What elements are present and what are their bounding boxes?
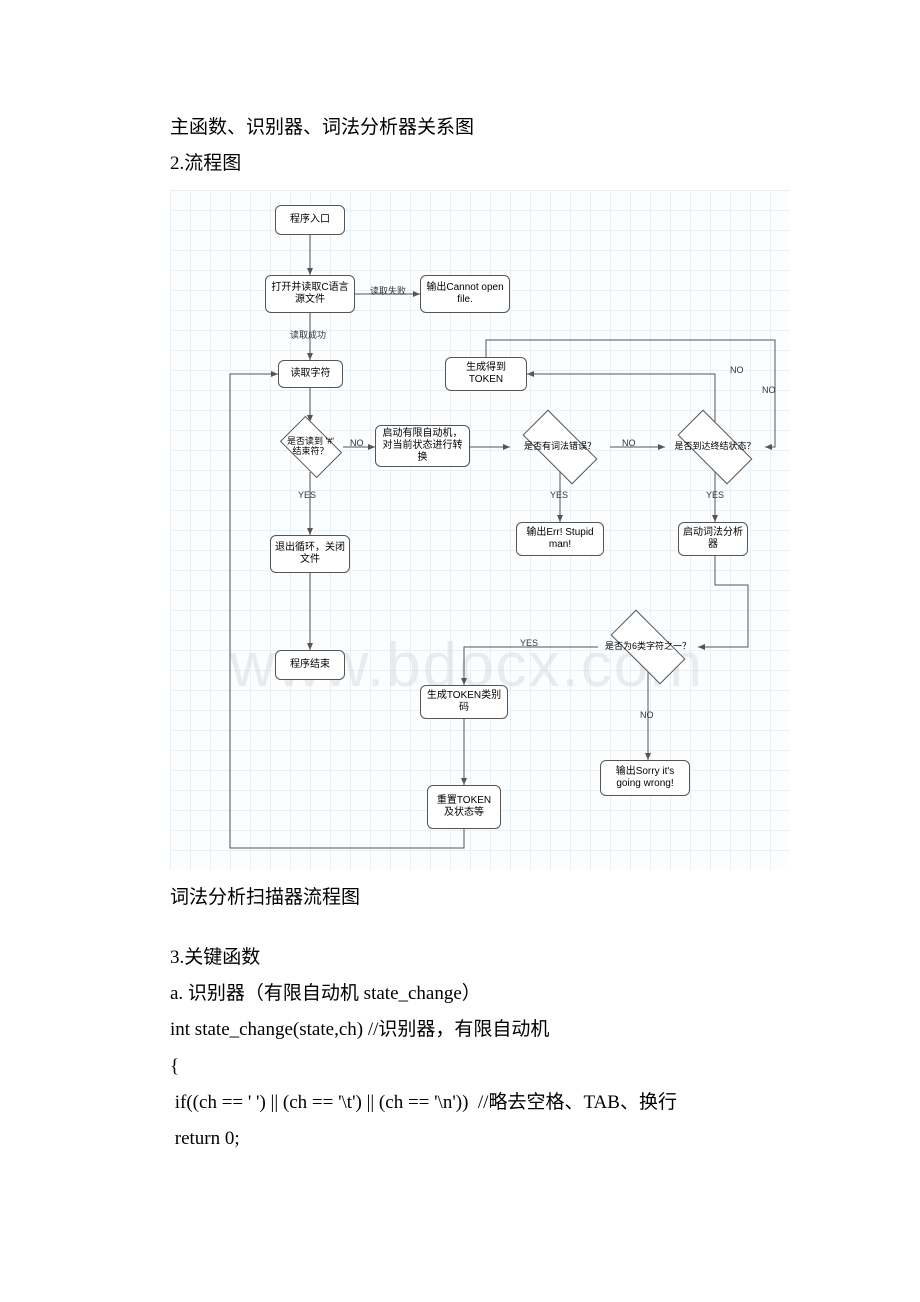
flowchart-node: 重置TOKEN及状态等 <box>427 785 501 829</box>
flowchart-edge-label: YES <box>298 490 316 500</box>
code-line-2: { <box>170 1049 750 1085</box>
flowchart-edge-label: 读取成功 <box>290 328 326 341</box>
flowchart-node: 启动有限自动机，对当前状态进行转换 <box>375 425 470 467</box>
flowchart-node: 启动词法分析器 <box>678 522 748 556</box>
flowchart-edge-label: YES <box>550 490 568 500</box>
flowchart-node: 输出Err! Stupid man! <box>516 522 604 556</box>
subsection-a: a. 识别器（有限自动机 state_change） <box>170 976 750 1012</box>
caption-main-relation: 主函数、识别器、词法分析器关系图 <box>170 110 750 146</box>
section-3-heading: 3.关键函数 <box>170 940 750 976</box>
flowchart-edge-label: NO <box>622 438 636 448</box>
flowchart-node: 程序入口 <box>275 205 345 235</box>
flowchart-node: 读取字符 <box>278 360 343 388</box>
flowchart-node: 打开并读取C语言源文件 <box>265 275 355 313</box>
code-line-3: if((ch == ' ') || (ch == '\t') || (ch ==… <box>170 1085 750 1121</box>
flowchart-node: 生成TOKEN类别码 <box>420 685 508 719</box>
flowchart-diagram: www.bdocx.com 程序入口打开并读取C语言源文件输出Cannot op… <box>170 190 790 870</box>
flowchart-node: 输出Sorry it's going wrong! <box>600 760 690 796</box>
flowchart-decision: 是否读到 '#' 结束符？ <box>278 422 343 472</box>
flowchart-edge-label: NO <box>350 438 364 448</box>
caption-flowchart: 词法分析扫描器流程图 <box>170 880 750 916</box>
flowchart-edge-label: YES <box>706 490 724 500</box>
section-2-heading: 2.流程图 <box>170 146 750 182</box>
flowchart-edge-label: NO <box>762 385 776 395</box>
flowchart-edge-label: YES <box>520 638 538 648</box>
flowchart-decision: 是否有词法错误？ <box>510 422 610 472</box>
flowchart-decision: 是否为6类字符之一？ <box>598 622 698 672</box>
flowchart-edge-label: 读取失败 <box>370 284 406 297</box>
flowchart-edge-label: NO <box>640 710 654 720</box>
flowchart-decision: 是否到达终结状态？ <box>665 422 765 472</box>
flowchart-node: 退出循环，关闭文件 <box>270 535 350 573</box>
flowchart-node: 输出Cannot open file. <box>420 275 510 313</box>
flowchart-node: 生成得到TOKEN <box>445 357 527 391</box>
flowchart-edge-label: NO <box>730 365 744 375</box>
code-line-1: int state_change(state,ch) //识别器，有限自动机 <box>170 1012 750 1048</box>
flowchart-node: 程序结束 <box>275 650 345 680</box>
code-line-4: return 0; <box>170 1121 750 1157</box>
